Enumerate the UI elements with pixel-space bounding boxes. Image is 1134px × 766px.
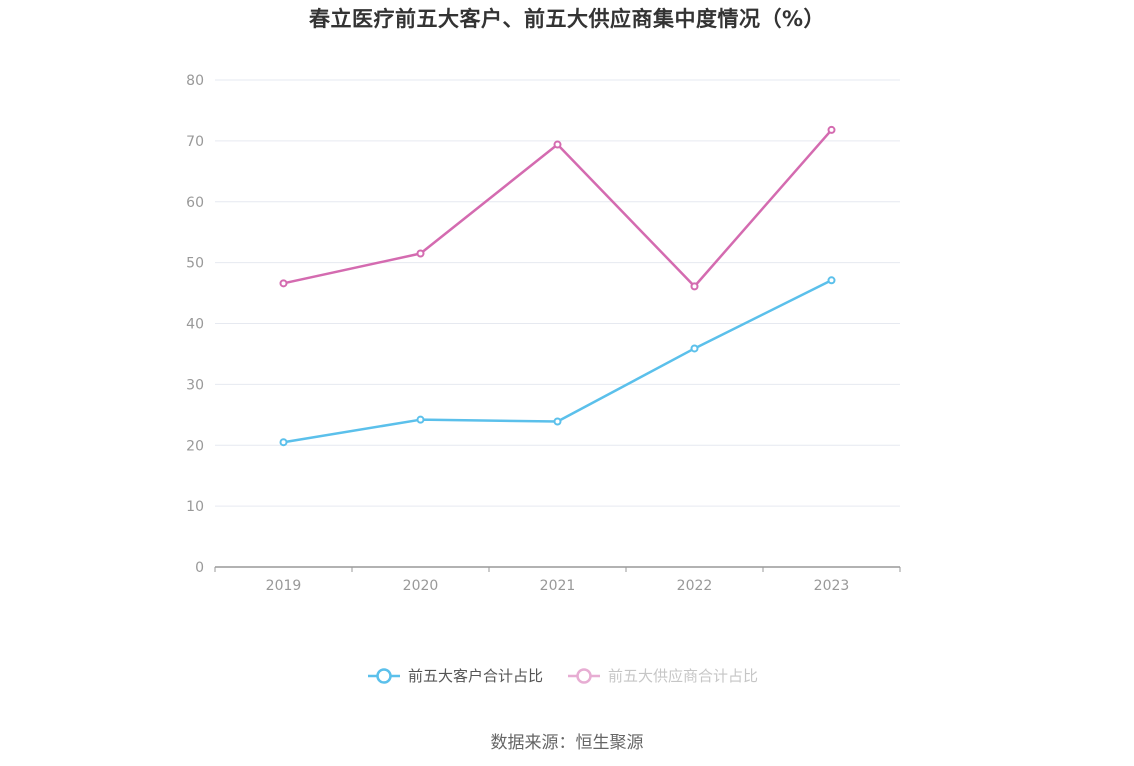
x-tick-label: 2021: [540, 578, 576, 594]
grid-lines: [215, 79, 900, 507]
y-tick-label: 50: [186, 256, 204, 272]
x-tick-label: 2019: [266, 578, 302, 594]
y-tick-label: 30: [186, 377, 204, 393]
legend-marker-icon: [376, 668, 392, 684]
y-tick-label: 10: [186, 499, 204, 515]
legend-marker-icon: [576, 668, 592, 684]
data-point[interactable]: [416, 415, 425, 424]
x-tick-label: 2020: [403, 578, 439, 594]
data-point[interactable]: [279, 279, 288, 288]
x-tick-label: 2023: [814, 578, 850, 594]
y-tick-label: 60: [186, 195, 204, 211]
y-tick-label: 70: [186, 134, 204, 150]
data-point[interactable]: [827, 125, 836, 134]
data-point[interactable]: [690, 282, 699, 291]
legend-label: 前五大供应商合计占比: [608, 667, 758, 685]
x-axis-tick-labels: 2019 2020 2021 2022 2023: [266, 578, 850, 594]
data-point[interactable]: [416, 249, 425, 258]
series-2: [279, 125, 836, 291]
series-1: [279, 276, 836, 447]
y-tick-label: 20: [186, 438, 204, 454]
series-lines: [279, 125, 836, 447]
x-axis: [214, 566, 901, 572]
legend-item[interactable]: 前五大供应商合计占比: [568, 667, 758, 685]
y-tick-label: 40: [186, 317, 204, 333]
data-point[interactable]: [553, 417, 562, 426]
y-axis-tick-labels: 0 10 20 30 40 50 60 70 80: [186, 73, 204, 576]
y-tick-label: 80: [186, 73, 204, 89]
data-point[interactable]: [553, 140, 562, 149]
x-tick-label: 2022: [677, 578, 713, 594]
y-tick-label: 0: [195, 560, 204, 576]
legend-item[interactable]: 前五大客户合计占比: [368, 667, 543, 685]
source-note: 数据来源：恒生聚源: [490, 733, 644, 753]
legend-label: 前五大客户合计占比: [408, 667, 543, 685]
data-point[interactable]: [690, 344, 699, 353]
data-point[interactable]: [827, 276, 836, 285]
legend[interactable]: 前五大客户合计占比 前五大供应商合计占比: [368, 667, 758, 685]
chart-title: 春立医疗前五大客户、前五大供应商集中度情况（%）: [308, 7, 826, 31]
data-point[interactable]: [279, 438, 288, 447]
